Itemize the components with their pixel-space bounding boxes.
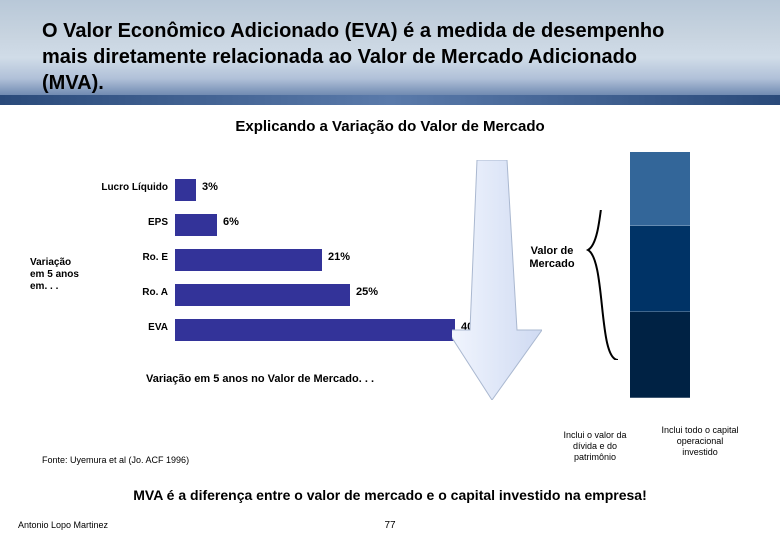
- slide-subtitle: Explicando a Variação do Valor de Mercad…: [0, 118, 780, 135]
- page-number: 77: [384, 520, 395, 531]
- bar: [175, 179, 196, 201]
- source-citation: Fonte: Uyemura et al (Jo. ACF 1996): [42, 455, 189, 465]
- stacked-column: [630, 152, 690, 398]
- stack-label-capital: Capital Investido: [688, 342, 752, 366]
- stack-note-right: Inclui todo o capital operacional invest…: [660, 425, 740, 457]
- bar-label: Lucro Líquido: [50, 182, 168, 193]
- bar-row: EVA 40%: [30, 315, 490, 345]
- bar-value: 3%: [202, 181, 218, 193]
- bar: [175, 319, 455, 341]
- stack-segment-mva: [630, 152, 690, 226]
- bar-chart: Variação em 5 anos em. . . Lucro Líquido…: [30, 175, 490, 385]
- stack-segment-capital: [630, 312, 690, 398]
- bar-track: [175, 179, 196, 201]
- bar: [175, 249, 322, 271]
- bar-value: 6%: [223, 216, 239, 228]
- bar-track: [175, 319, 455, 341]
- bar-label: Ro. A: [88, 287, 168, 298]
- bar-value: 21%: [328, 251, 350, 263]
- stack-visual: Valor de Mercado Valor de Mercado Adicio…: [470, 150, 750, 400]
- bar: [175, 214, 217, 236]
- slide-title: O Valor Econômico Adicionado (EVA) é a m…: [42, 18, 682, 96]
- bar-label: EVA: [88, 322, 168, 333]
- stack-segment-mid: [630, 226, 690, 312]
- bar-track: [175, 249, 322, 271]
- bar-value: 25%: [356, 286, 378, 298]
- stack-label-mva: Valor de Mercado Adicionado (MVA): [688, 168, 752, 216]
- bar-track: [175, 284, 350, 306]
- bar-row: EPS 6%: [30, 210, 490, 240]
- brace-icon: [578, 210, 622, 305]
- bar-row: Ro. E 21%: [30, 245, 490, 275]
- bottom-statement: MVA é a diferença entre o valor de merca…: [0, 487, 780, 503]
- bar-label: Ro. E: [88, 252, 168, 263]
- stack-note-left: Inclui o valor da dívida e do patrimônio: [555, 430, 635, 462]
- bar-label: EPS: [88, 217, 168, 228]
- bar-chart-caption: Variação em 5 anos no Valor de Mercado. …: [30, 373, 490, 385]
- bar-row: Ro. A 25%: [30, 280, 490, 310]
- value-market-label: Valor de Mercado: [524, 245, 580, 271]
- bar-track: [175, 214, 217, 236]
- bar-row: Lucro Líquido 3%: [30, 175, 490, 205]
- bar: [175, 284, 350, 306]
- footer-author: Antonio Lopo Martinez: [18, 520, 108, 530]
